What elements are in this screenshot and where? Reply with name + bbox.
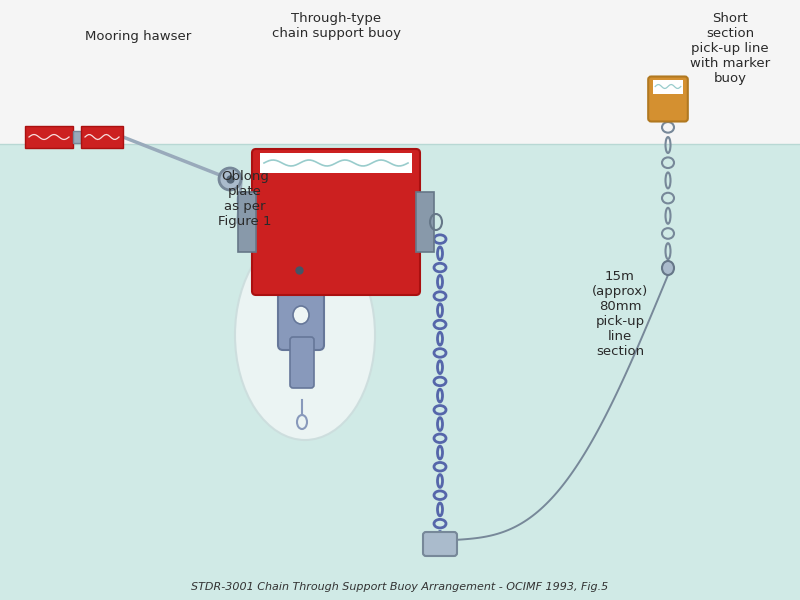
Ellipse shape <box>219 168 241 190</box>
FancyBboxPatch shape <box>423 532 457 556</box>
Bar <box>0 144 800 600</box>
Bar <box>0 0 800 144</box>
Bar <box>654 79 683 94</box>
Text: Mooring hawser: Mooring hawser <box>85 30 191 43</box>
FancyBboxPatch shape <box>290 337 314 388</box>
Ellipse shape <box>285 255 313 285</box>
FancyBboxPatch shape <box>278 275 324 350</box>
Ellipse shape <box>662 261 674 275</box>
Bar <box>25 126 73 148</box>
Text: Short
section
pick-up line
with marker
buoy: Short section pick-up line with marker b… <box>690 12 770 85</box>
Bar <box>238 192 256 252</box>
Bar <box>81 126 123 148</box>
Bar <box>260 153 412 173</box>
Text: Oblong
plate
as per
Figure 1: Oblong plate as per Figure 1 <box>218 170 272 228</box>
FancyBboxPatch shape <box>252 149 420 295</box>
Text: 15m
(approx)
80mm
pick-up
line
section: 15m (approx) 80mm pick-up line section <box>592 270 648 358</box>
Bar <box>73 131 81 143</box>
Ellipse shape <box>293 306 309 324</box>
Bar <box>416 192 434 252</box>
Ellipse shape <box>235 230 375 440</box>
Text: STDR-3001 Chain Through Support Buoy Arrangement - OCIMF 1993, Fig.5: STDR-3001 Chain Through Support Buoy Arr… <box>191 582 609 592</box>
FancyBboxPatch shape <box>648 76 688 121</box>
Text: Through-type
chain support buoy: Through-type chain support buoy <box>271 12 401 40</box>
